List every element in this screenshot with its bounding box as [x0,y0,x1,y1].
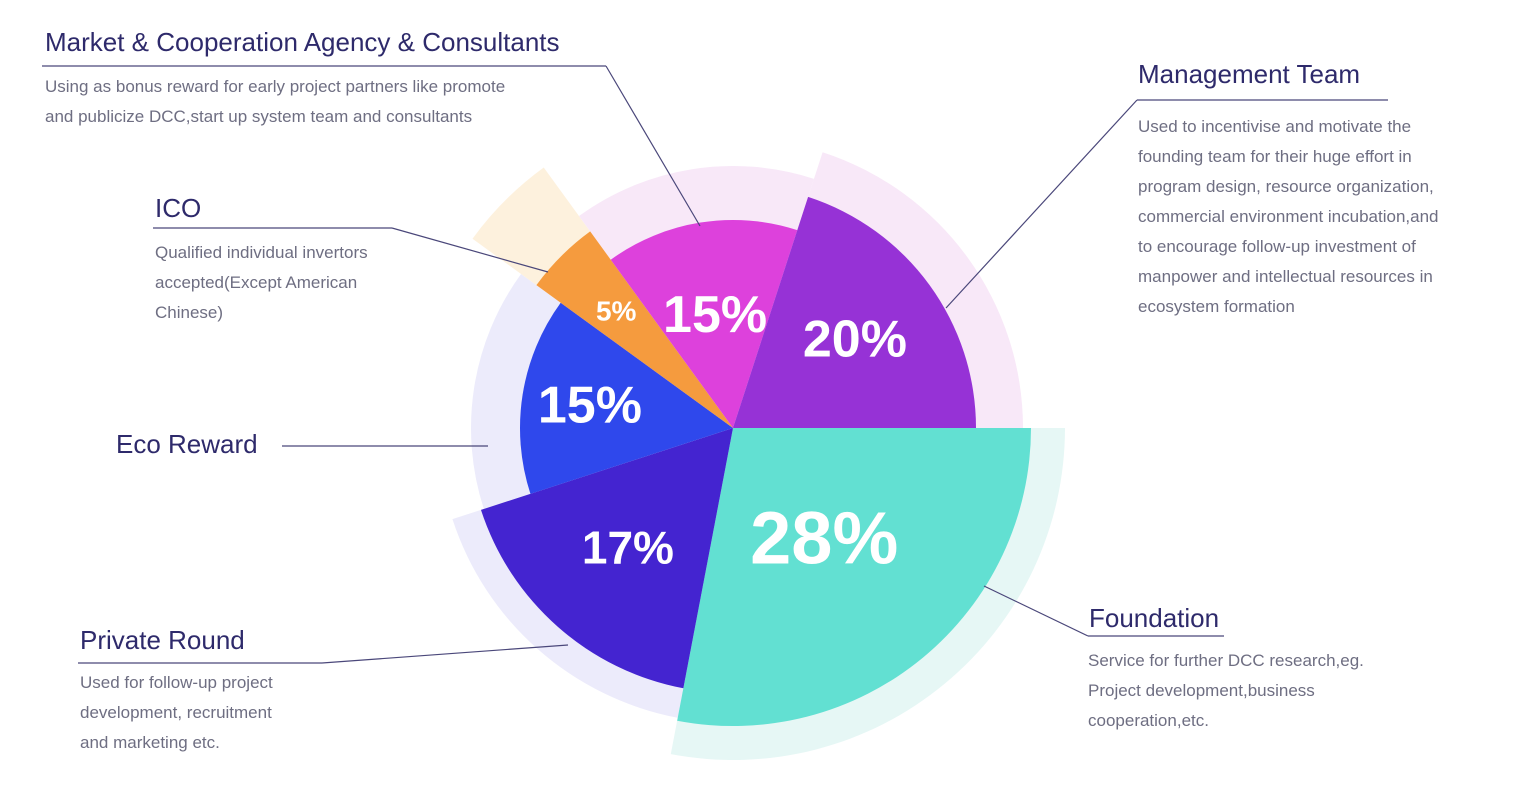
percent-label-market: 15% [663,286,767,344]
ico-desc-line: accepted(Except American [155,273,358,292]
percent-label-ico: 5% [596,296,637,327]
private-description: Used for follow-up project development, … [80,668,273,758]
management-title: Management Team [1138,59,1361,89]
private-desc-line: Used for follow-up project [80,673,273,692]
percent-label-management: 20% [803,310,907,368]
management-desc-line: commercial environment incubation,and [1138,207,1439,226]
leader-line-ico-diagonal [391,227,549,273]
slice-market [610,219,798,428]
ico-title: ICO [155,193,202,223]
leader-line-market-diagonal [605,65,701,227]
management-desc-line: program design, resource organization, [1138,177,1434,196]
leader-lines [42,65,1388,664]
slice-eco [519,302,733,494]
slice-foundation [677,428,1031,726]
management-desc-line: to encourage follow-up investment of [1138,237,1416,256]
foundation-title: Foundation [1089,603,1220,633]
percent-label-private: 17% [582,521,674,573]
percent-labels: 28% 17% 15% 5% 15% 20% [538,286,907,580]
eco-title: Eco Reward [116,429,258,459]
private-desc-line: development, recruitment [80,703,272,722]
percent-label-foundation: 28% [750,497,898,580]
market-desc-line: Using as bonus reward for early project … [45,77,506,96]
leader-line-foundation-diagonal [983,585,1089,637]
pie-slices [480,196,1031,726]
foundation-desc-line: Project development,business [1088,681,1315,700]
private-title: Private Round [80,625,245,655]
slice-management [733,196,976,428]
slice-private [480,428,733,689]
management-desc-line: ecosystem formation [1138,297,1295,316]
leader-line-management-diagonal [945,99,1138,309]
percent-label-eco: 15% [538,376,642,434]
market-desc-line: and publicize DCC,start up system team a… [45,107,473,126]
ico-desc-line: Qualified individual invertors [155,243,368,262]
management-desc-line: manpower and intellectual resources in [1138,267,1433,286]
ico-desc-line: Chinese) [155,303,224,322]
private-desc-line: and marketing etc. [80,733,220,752]
leader-line-private-diagonal [321,644,569,664]
market-description: Using as bonus reward for early project … [45,72,505,132]
management-desc-line: founding team for their huge effort in [1138,147,1412,166]
market-title: Market & Cooperation Agency & Consultant… [45,27,560,57]
management-desc-line: Used to incentivise and motivate the [1138,117,1412,136]
foundation-description: Service for further DCC research,eg. Pro… [1088,646,1364,736]
slice-ico [536,231,733,428]
management-description: Used to incentivise and motivate the fou… [1138,112,1439,322]
foundation-desc-line: cooperation,etc. [1088,711,1209,730]
ico-description: Qualified individual invertors accepted(… [155,238,368,328]
foundation-desc-line: Service for further DCC research,eg. [1088,651,1364,670]
